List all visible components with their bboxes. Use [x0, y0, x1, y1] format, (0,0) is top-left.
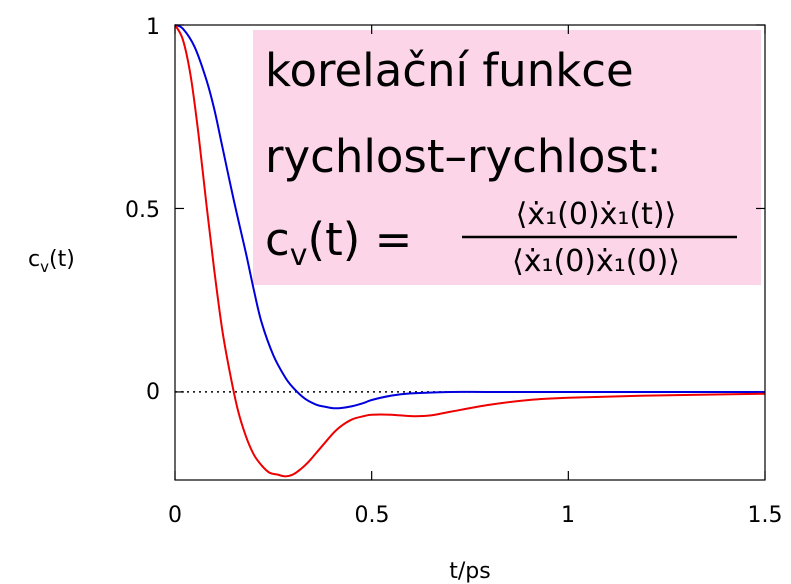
annotation-box — [253, 30, 761, 285]
x-tick-label-1: 0.5 — [355, 503, 390, 528]
y-axis-label: cv(t) — [28, 247, 75, 276]
series-line-2 — [174, 24, 766, 478]
x-tick-label-2: 1 — [561, 503, 575, 528]
annotation-numerator: ⟨ẋ₁(0)ẋ₁(t)⟩ — [516, 197, 677, 232]
series-line-1 — [174, 24, 765, 410]
plot-frame — [174, 24, 766, 481]
annotation-formula-lhs: cv(t) = — [265, 213, 412, 273]
x-axis-label: t/ps — [449, 559, 490, 584]
annotation-denominator: ⟨ẋ₁(0)ẋ₁(0)⟩ — [512, 244, 680, 279]
x-tick-label-0: 0 — [168, 503, 182, 528]
y-tick-label-0: 0 — [146, 380, 160, 405]
annotation-line-2: rychlost–rychlost: — [265, 130, 662, 183]
y-tick-label-1: 0.5 — [125, 198, 160, 223]
x-tick-label-3: 1.5 — [748, 503, 783, 528]
annotation-line-1: korelační funkce — [265, 44, 634, 97]
y-tick-label-2: 1 — [146, 15, 160, 40]
